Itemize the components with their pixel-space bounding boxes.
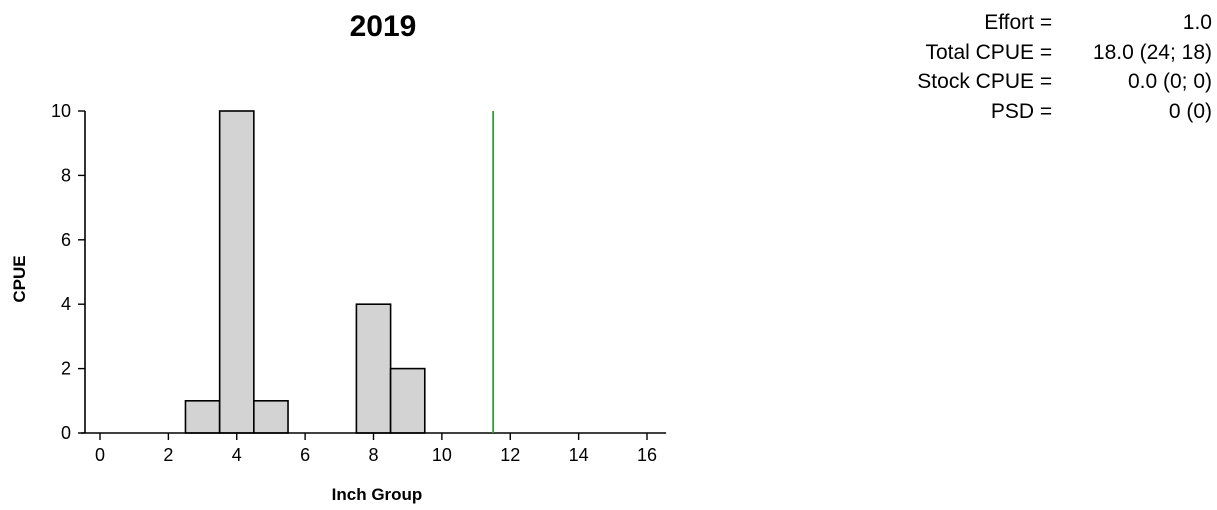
stat-value: 0.0 (0; 0): [1127, 70, 1212, 93]
stat-label: PSD: [990, 99, 1034, 123]
x-tick-label: 12: [500, 445, 520, 465]
x-tick-label: 0: [95, 445, 105, 465]
x-tick-label: 2: [163, 445, 173, 465]
x-axis-label: Inch Group: [332, 485, 423, 504]
axes-group: 0 2 4 6 8 10 12 14 16 0 2 4 6 8 10: [51, 101, 667, 465]
bars-group: [184, 110, 426, 434]
stats-panel: Effort = 1.0 Total CPUE = 18.0 (24; 18) …: [820, 8, 1212, 126]
stat-value: 18.0 (24; 18): [1092, 40, 1212, 64]
chart-title: 2019: [350, 10, 417, 43]
y-tick-label: 2: [61, 359, 71, 379]
bar-9: [389, 367, 426, 434]
x-tick-label: 8: [368, 445, 378, 465]
stat-value: 0 (0): [1168, 99, 1212, 123]
y-tick-label: 0: [61, 423, 71, 443]
y-tick-label: 10: [51, 101, 71, 121]
stat-row-stock-cpue: Stock CPUE = 0.0 (0; 0): [820, 67, 1212, 97]
y-tick-label: 8: [61, 165, 71, 185]
x-tick-label: 14: [569, 445, 589, 465]
stat-row-total-cpue: Total CPUE = 18.0 (24; 18): [820, 38, 1212, 68]
stat-label: Effort: [984, 11, 1034, 34]
bar-5: [253, 399, 289, 434]
stat-row-effort: Effort = 1.0: [820, 8, 1212, 38]
bar-3: [184, 399, 221, 434]
x-tick-label: 6: [300, 445, 310, 465]
bar-4: [218, 110, 255, 434]
stat-value: 1.0: [1182, 11, 1212, 34]
stat-label: Stock CPUE: [917, 70, 1034, 93]
x-tick-label: 16: [637, 445, 657, 465]
stat-equals: =: [1039, 70, 1053, 93]
stat-equals: =: [1039, 40, 1053, 64]
bar-8: [355, 303, 392, 434]
stat-equals: =: [1039, 11, 1053, 34]
y-tick-label: 4: [61, 294, 71, 314]
stat-equals: =: [1039, 99, 1053, 123]
y-axis-label: CPUE: [10, 255, 29, 302]
stat-label: Total CPUE: [925, 40, 1034, 64]
length-frequency-chart: 2019 CPUE Inch Group 0 2 4 6 8 10 12 14 16 0 2 4 6 8 1…: [10, 10, 667, 504]
y-tick-label: 6: [61, 230, 71, 250]
stat-row-psd: PSD = 0 (0): [820, 97, 1212, 127]
x-tick-label: 4: [232, 445, 242, 465]
x-tick-label: 10: [432, 445, 452, 465]
